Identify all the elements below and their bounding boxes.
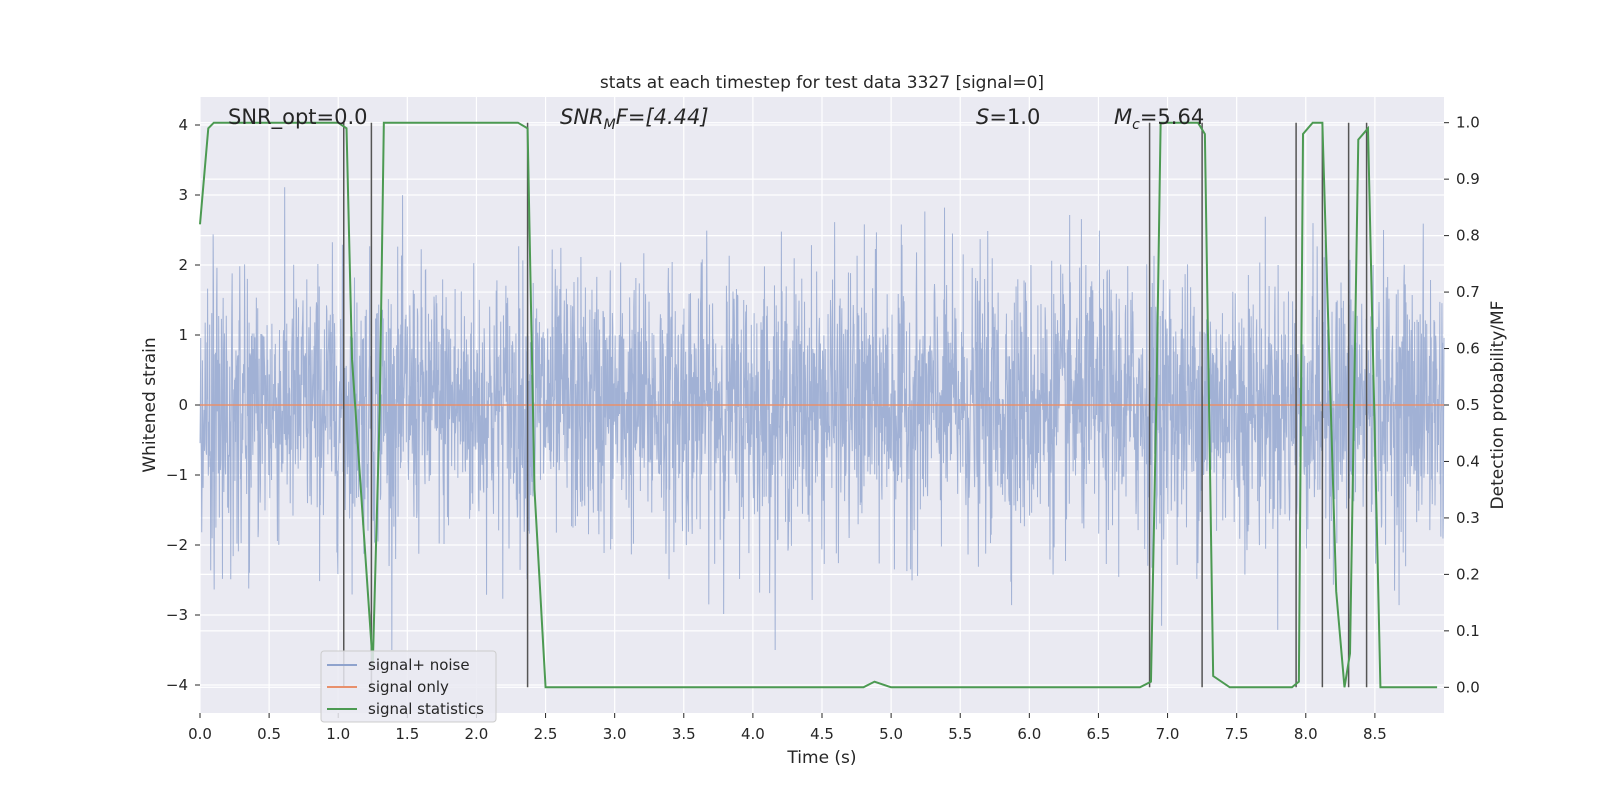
x-tick-label: 0.5 xyxy=(257,725,281,743)
x-tick-label: 5.5 xyxy=(948,725,972,743)
legend-entry-statistics: signal statistics xyxy=(368,700,484,718)
x-tick-label: 6.5 xyxy=(1087,725,1111,743)
noise-trace xyxy=(199,187,1445,651)
x-tick-label: 7.5 xyxy=(1225,725,1249,743)
y-right-tick-label: 0.3 xyxy=(1456,509,1480,527)
annotation-snr-opt: SNR_opt=0.0 xyxy=(228,105,368,130)
legend: signal+ noise signal only signal statist… xyxy=(320,650,497,723)
legend-entry-signal-only: signal only xyxy=(368,678,449,696)
y-tick-label: 0 xyxy=(178,396,188,414)
x-tick-label: 2.0 xyxy=(465,725,489,743)
x-axis-label: Time (s) xyxy=(786,748,856,768)
annotation-s-rest: =1.0 xyxy=(989,105,1040,129)
series-signal-plus-noise xyxy=(199,187,1445,651)
x-tick-label: 8.5 xyxy=(1363,725,1387,743)
x-tick-label: 4.5 xyxy=(810,725,834,743)
x-tick-label: 1.0 xyxy=(326,725,350,743)
annotation-snr-mf-rest: F=[4.44] xyxy=(616,105,709,129)
annotation-s-main: S xyxy=(976,105,989,129)
x-tick-label: 5.0 xyxy=(879,725,903,743)
axis-ticks: 0.0 0.5 1.0 1.5 2.0 2.5 3.0 3.5 4.0 4.5 5.0 5.5 6.0 6… xyxy=(166,114,1480,743)
y-right-tick-label: 1.0 xyxy=(1456,114,1480,132)
y-right-tick-label: 0.9 xyxy=(1456,170,1480,188)
annotation-snr-mf-sub: M xyxy=(604,117,616,133)
annotation-snr-mf: SNRMF=[4.44] xyxy=(560,105,709,133)
y-tick-label: −4 xyxy=(166,676,188,694)
annotation-snr-mf-main: SNR xyxy=(560,105,604,129)
legend-entry-noise: signal+ noise xyxy=(368,656,470,674)
y-right-tick-label: 0.4 xyxy=(1456,452,1480,470)
x-tick-label: 6.0 xyxy=(1017,725,1041,743)
y-axis-right-label: Detection probability/MF xyxy=(1488,301,1508,510)
y-tick-label: −3 xyxy=(166,606,188,624)
y-right-tick-label: 0.0 xyxy=(1456,678,1480,696)
annotation-mc: Mc=5.64 xyxy=(1114,105,1204,133)
x-tick-label: 3.0 xyxy=(603,725,627,743)
y-tick-label: 4 xyxy=(178,116,188,134)
y-right-tick-label: 0.5 xyxy=(1456,396,1480,414)
y-right-tick-label: 0.1 xyxy=(1456,622,1480,640)
x-tick-label: 7.0 xyxy=(1156,725,1180,743)
y-right-tick-label: 0.2 xyxy=(1456,565,1480,583)
annotation-mc-rest: =5.64 xyxy=(1140,105,1204,129)
annotation-mc-sub: c xyxy=(1132,117,1140,133)
y-tick-label: 1 xyxy=(178,326,188,344)
chart-title: stats at each timestep for test data 332… xyxy=(600,73,1044,93)
y-right-tick-label: 0.6 xyxy=(1456,340,1480,358)
y-tick-label: −2 xyxy=(166,536,188,554)
x-tick-label: 1.5 xyxy=(395,725,419,743)
vertical-markers xyxy=(343,122,1368,688)
annotation-s: S=1.0 xyxy=(976,105,1040,129)
series-signal-statistics xyxy=(199,121,1438,689)
y-tick-label: 3 xyxy=(178,186,188,204)
statistics-trace xyxy=(199,121,1438,689)
y-axis-label: Whitened strain xyxy=(140,337,160,472)
x-tick-label: 8.0 xyxy=(1294,725,1318,743)
x-tick-label: 3.5 xyxy=(672,725,696,743)
y-right-tick-label: 0.7 xyxy=(1456,283,1480,301)
y-tick-label: 2 xyxy=(178,256,188,274)
y-tick-label: −1 xyxy=(166,466,188,484)
x-tick-label: 0.0 xyxy=(188,725,212,743)
x-tick-label: 2.5 xyxy=(534,725,558,743)
annotation-mc-main: M xyxy=(1114,105,1132,129)
legend-box xyxy=(320,650,497,723)
y-right-tick-label: 0.8 xyxy=(1456,227,1480,245)
x-tick-label: 4.0 xyxy=(741,725,765,743)
